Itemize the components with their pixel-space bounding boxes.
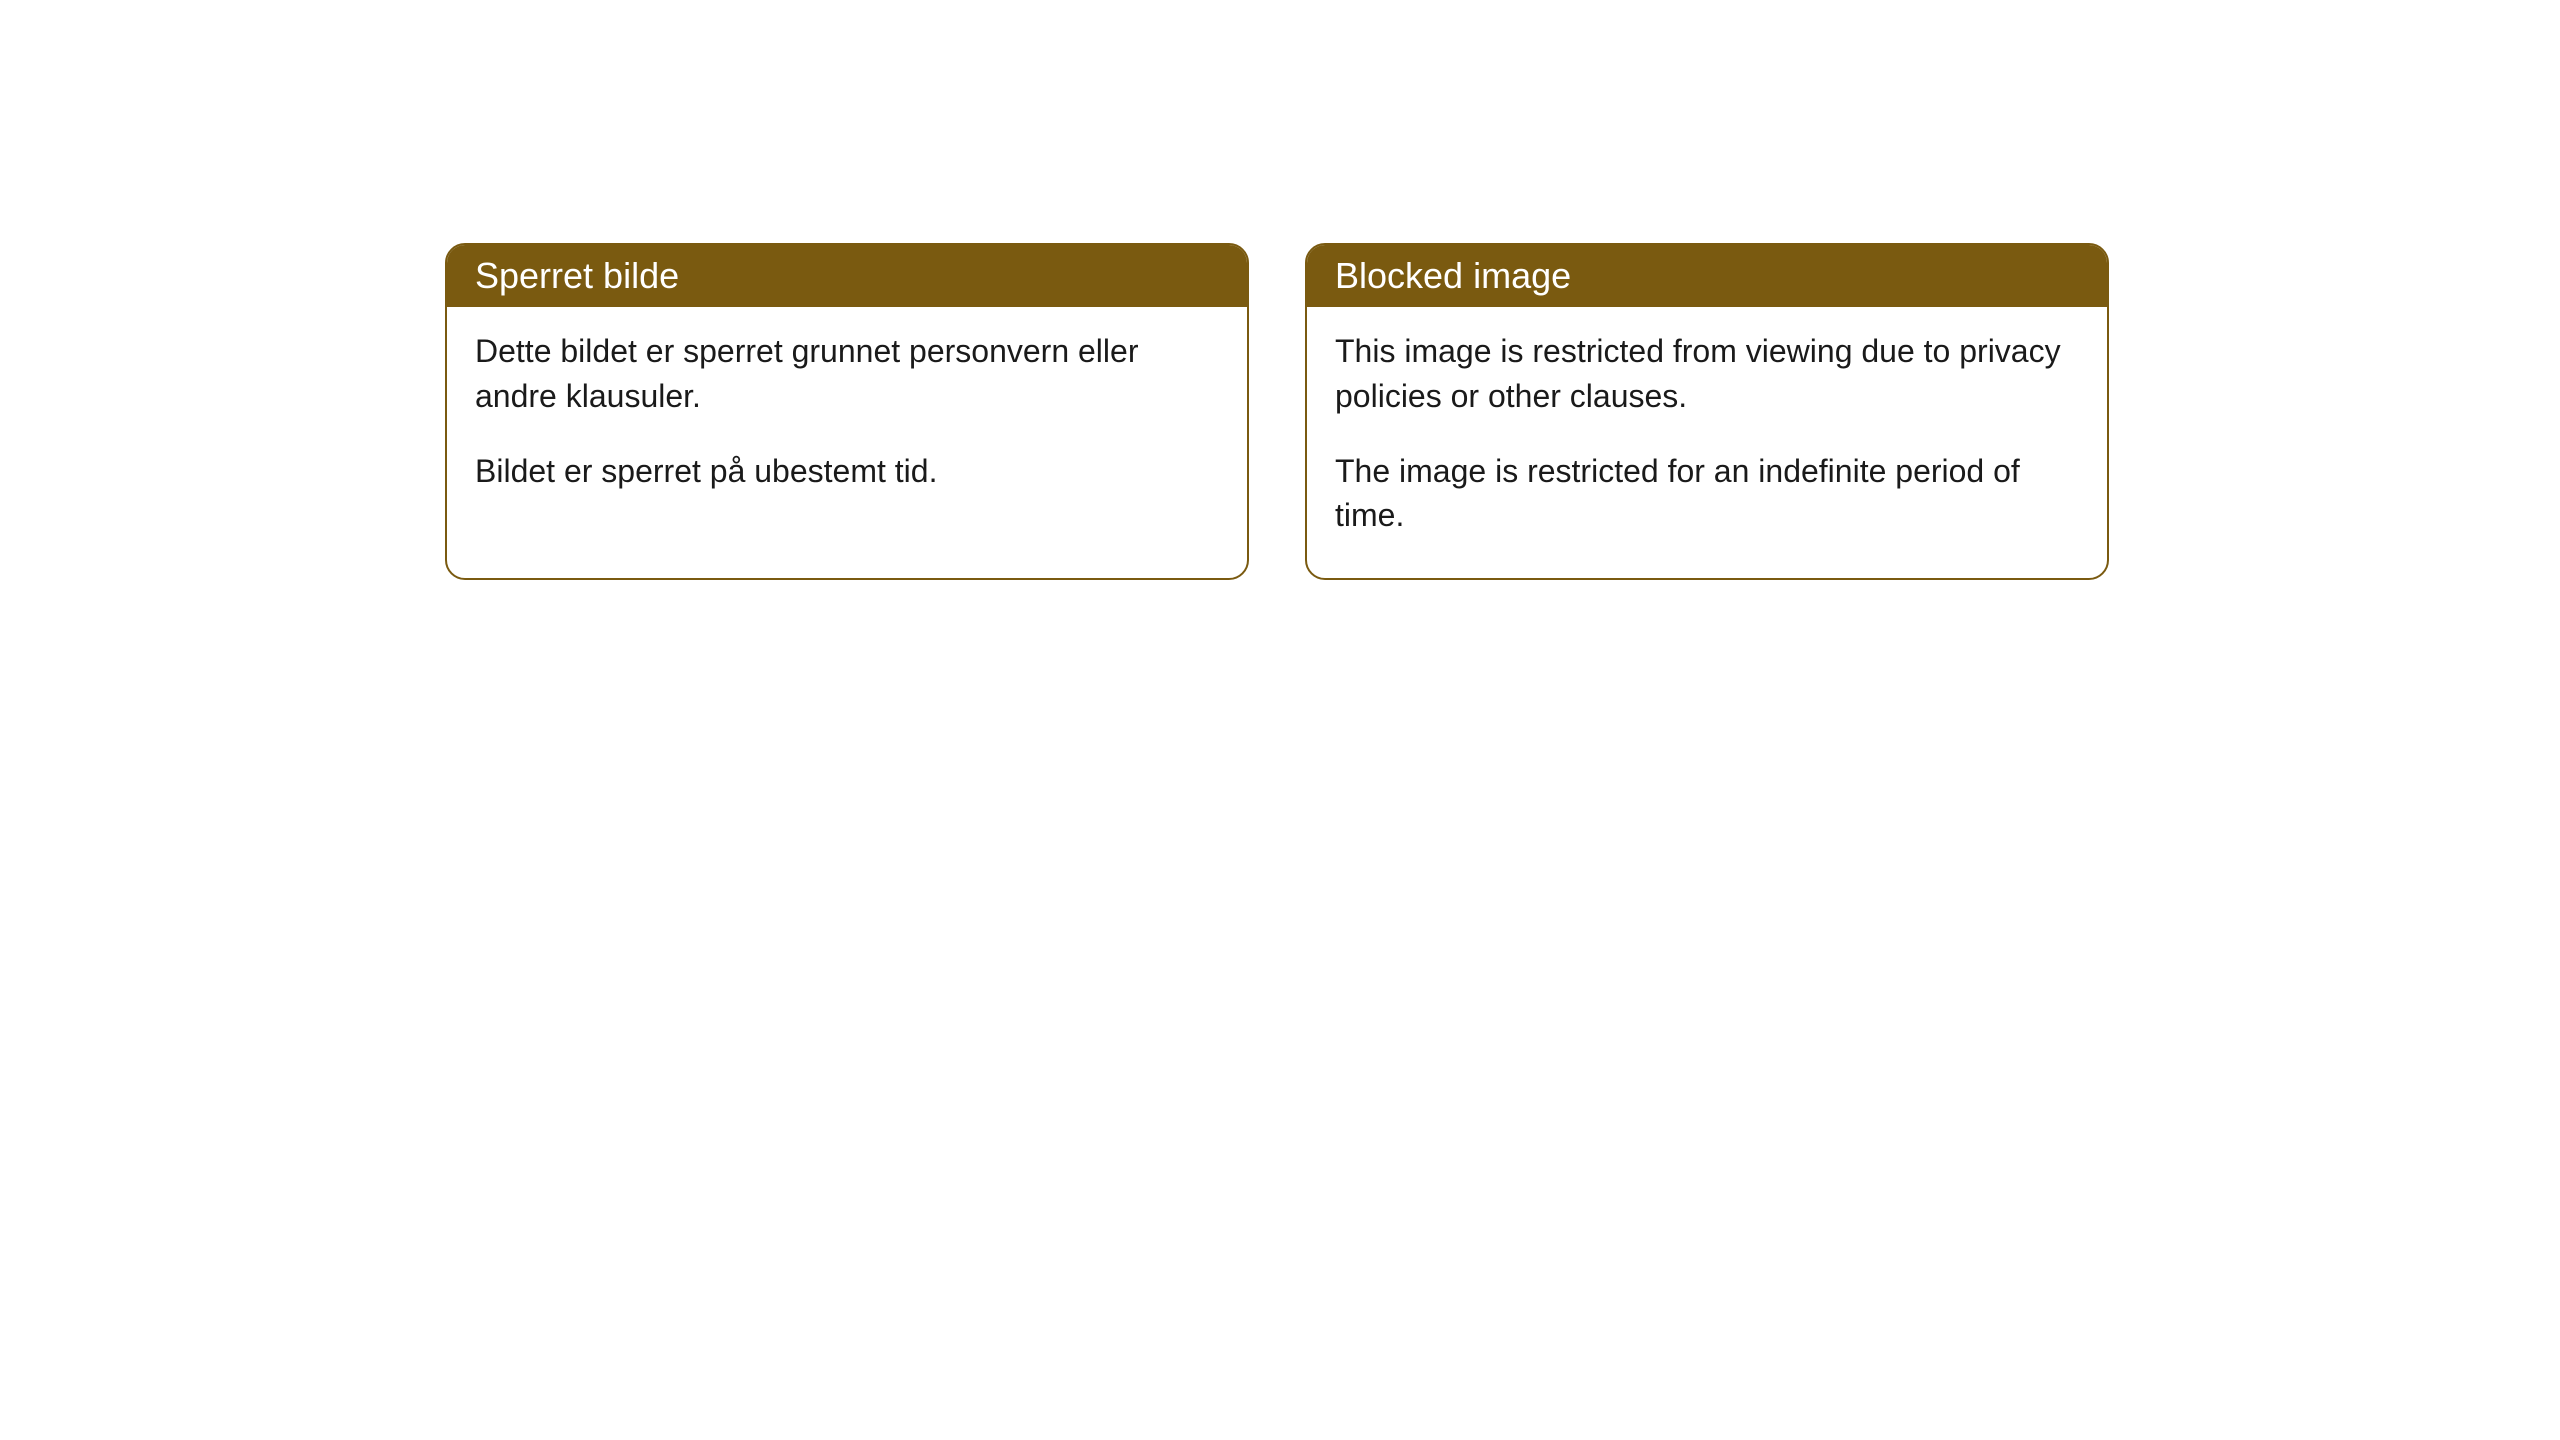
card-text-paragraph: This image is restricted from viewing du… xyxy=(1335,329,2079,419)
card-text-paragraph: Dette bildet er sperret grunnet personve… xyxy=(475,329,1219,419)
notice-card-english: Blocked image This image is restricted f… xyxy=(1305,243,2109,580)
card-body-english: This image is restricted from viewing du… xyxy=(1307,307,2107,578)
card-text-paragraph: Bildet er sperret på ubestemt tid. xyxy=(475,449,1219,494)
notice-cards-container: Sperret bilde Dette bildet er sperret gr… xyxy=(445,243,2109,580)
card-header-norwegian: Sperret bilde xyxy=(447,245,1247,307)
notice-card-norwegian: Sperret bilde Dette bildet er sperret gr… xyxy=(445,243,1249,580)
card-header-english: Blocked image xyxy=(1307,245,2107,307)
card-text-paragraph: The image is restricted for an indefinit… xyxy=(1335,449,2079,539)
card-body-norwegian: Dette bildet er sperret grunnet personve… xyxy=(447,307,1247,533)
